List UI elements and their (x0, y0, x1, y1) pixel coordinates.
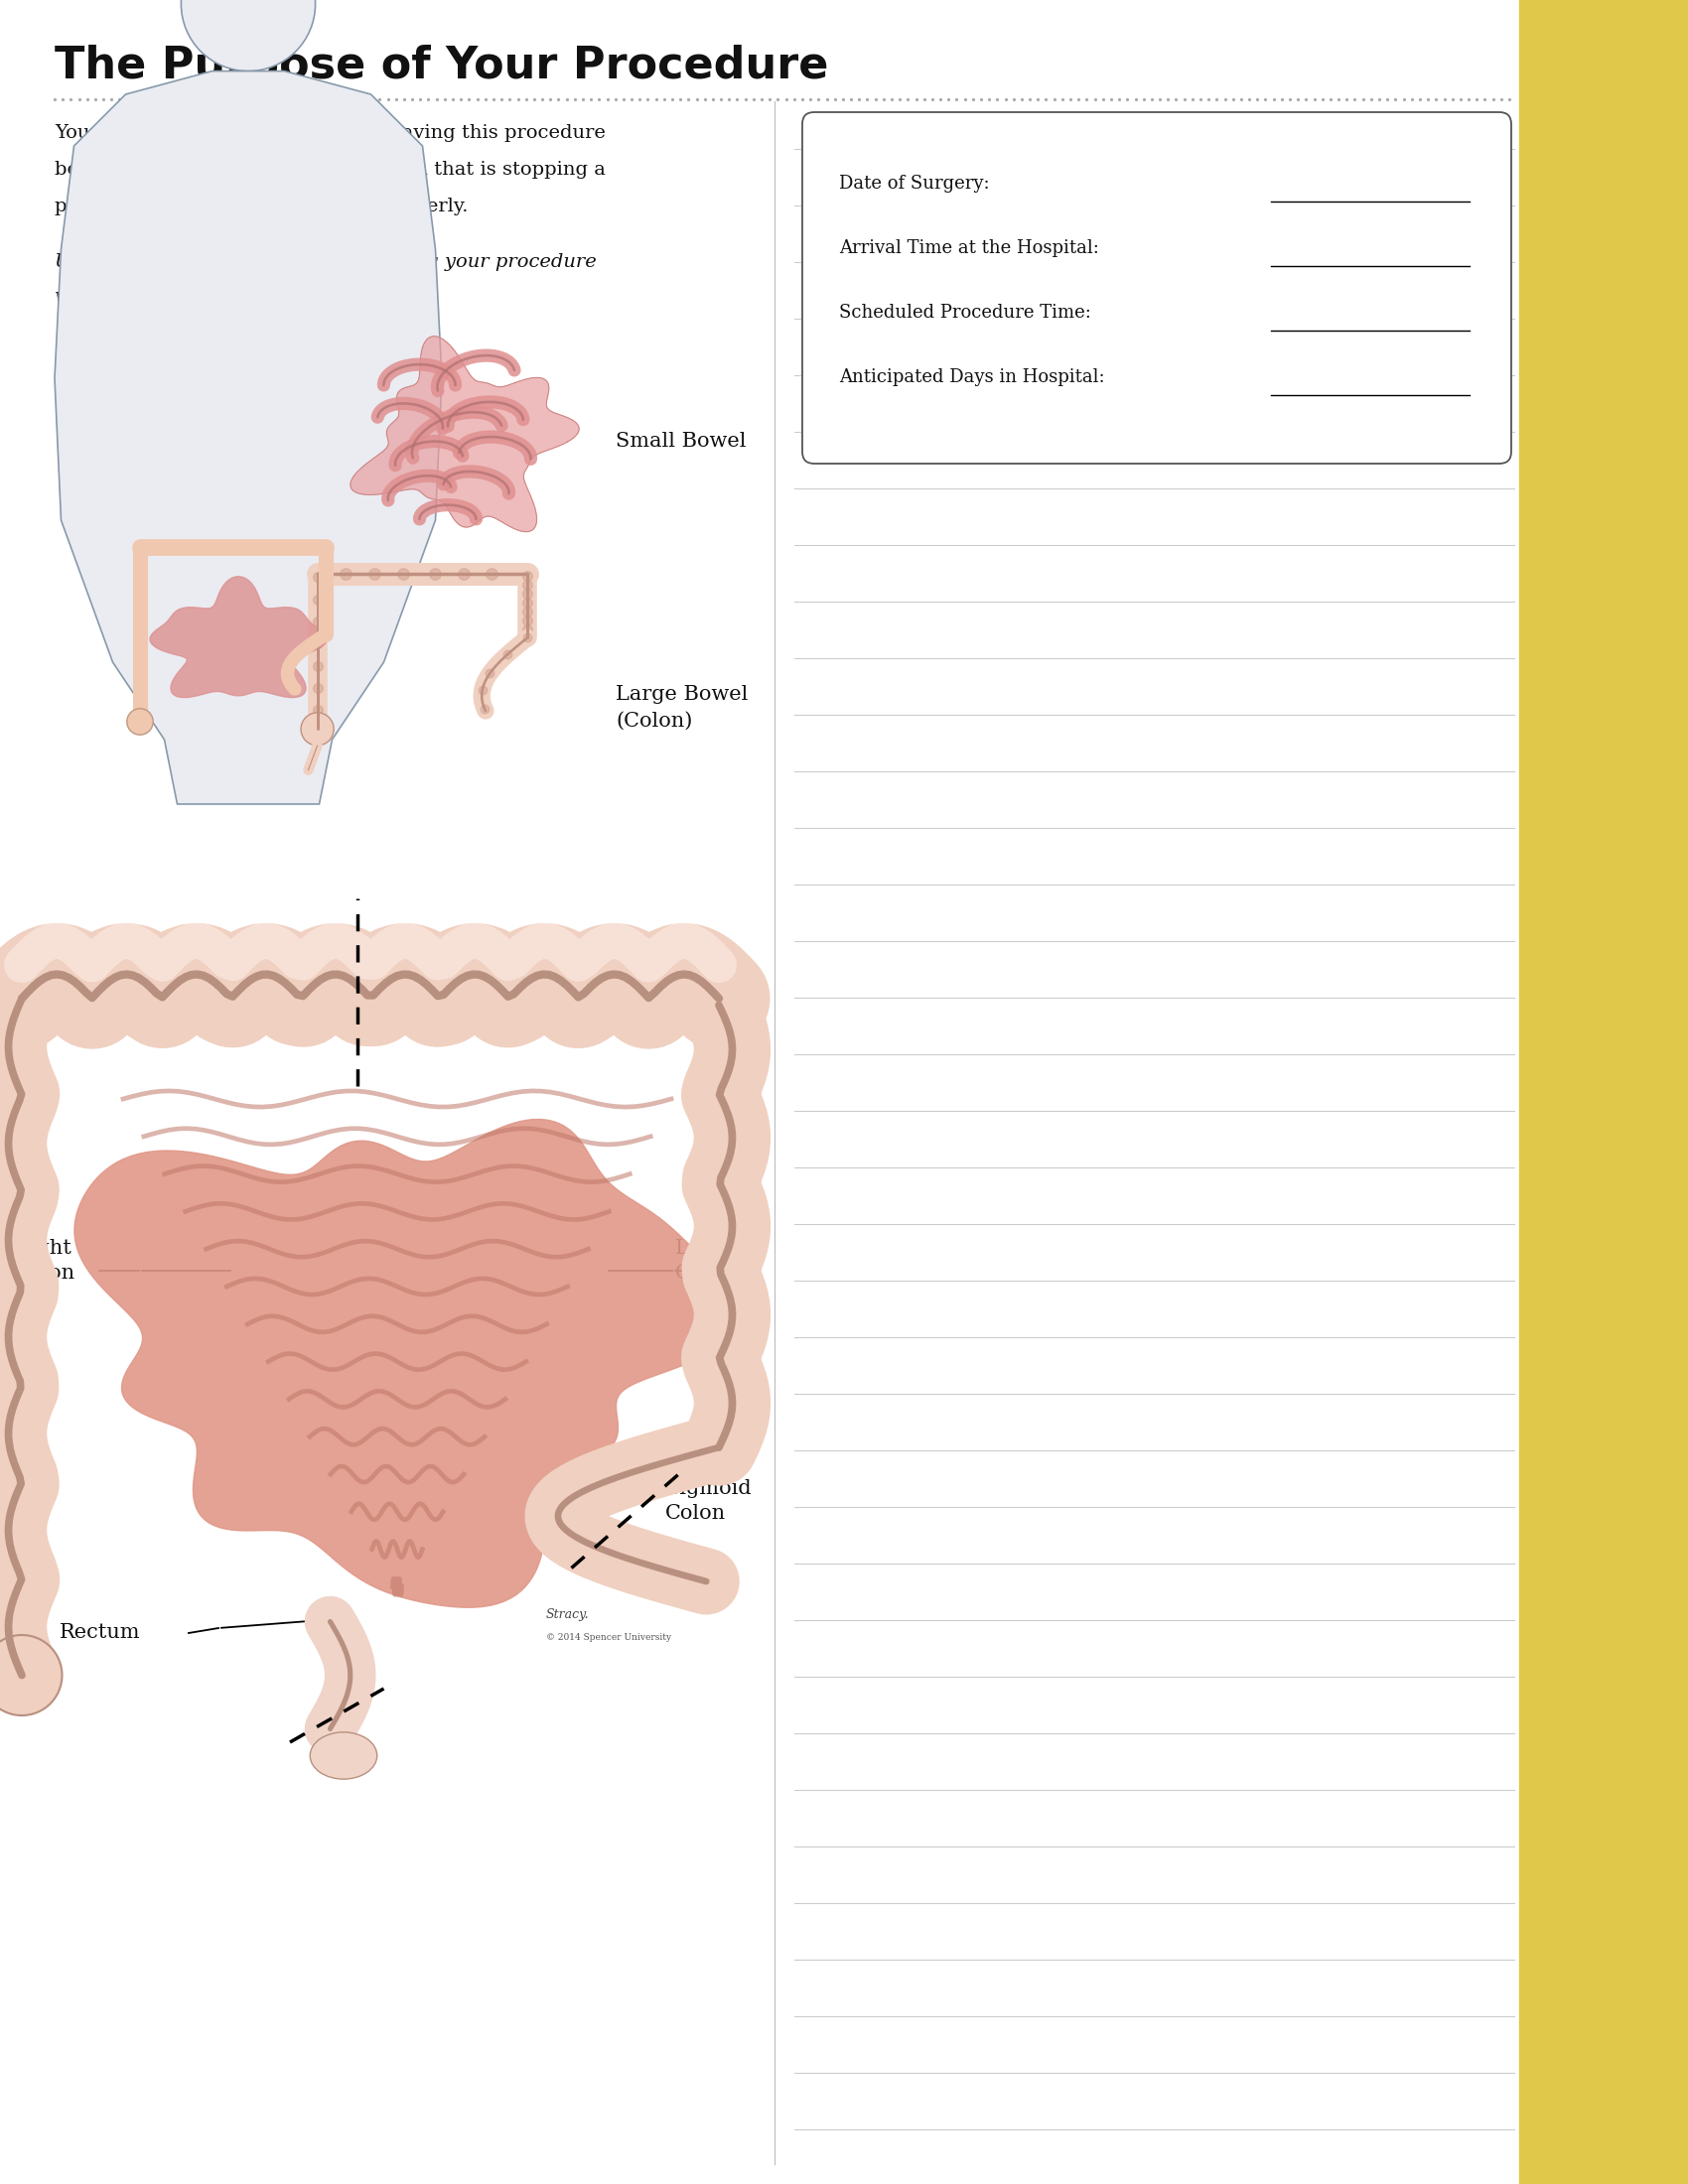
Circle shape (181, 0, 316, 72)
Circle shape (127, 708, 154, 734)
Text: Large Bowel
(Colon): Large Bowel (Colon) (616, 686, 748, 729)
Bar (1519, 0, 1688, 2184)
Polygon shape (150, 577, 327, 697)
Polygon shape (74, 1118, 743, 1607)
Text: Use the images below when discussing your procedure: Use the images below when discussing you… (54, 253, 596, 271)
Text: with your doctor.: with your doctor. (54, 288, 223, 306)
Text: © 2014 Spencer University: © 2014 Spencer University (547, 1634, 672, 1642)
Polygon shape (351, 336, 579, 531)
Circle shape (0, 1636, 62, 1714)
Ellipse shape (311, 1732, 376, 1780)
Text: Date of Surgery:: Date of Surgery: (839, 175, 989, 192)
Text: Arrival Time at the Hospital:: Arrival Time at the Hospital: (839, 240, 1099, 258)
Text: Anticipated Days in Hospital:: Anticipated Days in Hospital: (839, 369, 1104, 387)
Text: Right
Colon: Right Colon (15, 1238, 76, 1282)
Text: The Purpose of Your Procedure: The Purpose of Your Procedure (54, 44, 829, 87)
Text: Small Bowel: Small Bowel (616, 432, 746, 452)
Circle shape (300, 712, 334, 745)
Text: Left
Colon: Left Colon (675, 1238, 736, 1282)
FancyBboxPatch shape (802, 111, 1511, 463)
Text: Scheduled Procedure Time:: Scheduled Procedure Time: (839, 304, 1090, 321)
Text: because you have a medical condition that is stopping a: because you have a medical condition tha… (54, 162, 606, 179)
Text: Stracy.: Stracy. (547, 1607, 589, 1621)
Polygon shape (54, 72, 442, 804)
Text: Sigmoid
Colon: Sigmoid Colon (665, 1479, 751, 1522)
Text: Your doctor will talk to you about having this procedure: Your doctor will talk to you about havin… (54, 124, 606, 142)
Text: Rectum: Rectum (59, 1623, 140, 1642)
Text: part of your bowel from working properly.: part of your bowel from working properly… (54, 197, 468, 216)
